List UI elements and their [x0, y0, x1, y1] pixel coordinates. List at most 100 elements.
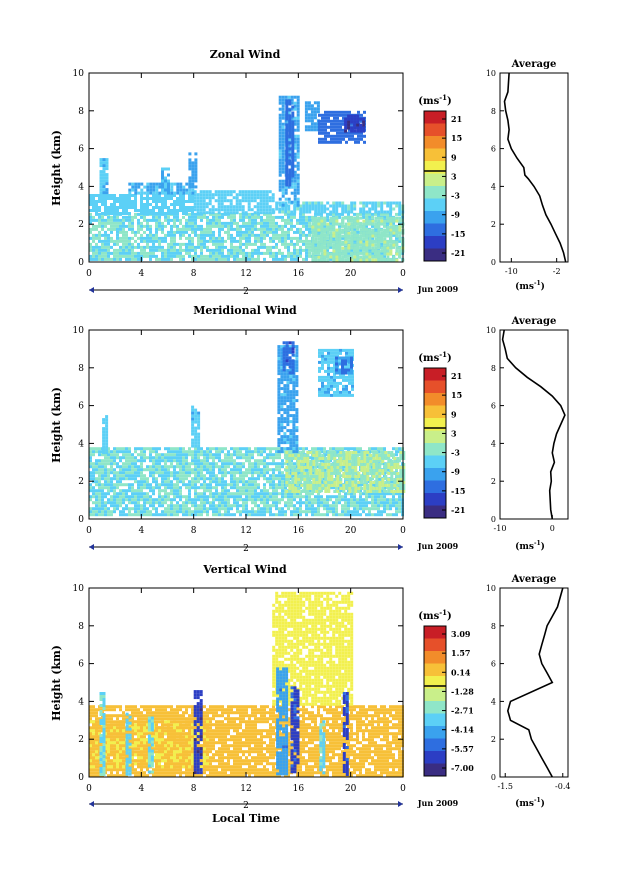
heat-cell	[290, 215, 293, 219]
heat-cell	[116, 200, 119, 203]
heat-cell	[215, 447, 218, 451]
heat-cell	[182, 191, 186, 195]
heat-cell	[203, 230, 206, 234]
heat-cell	[89, 498, 92, 502]
heat-cell	[281, 498, 284, 502]
heat-cell	[278, 182, 282, 186]
heat-cell	[215, 465, 218, 469]
heat-cell	[327, 113, 330, 117]
heat-cell	[99, 191, 103, 195]
heat-cell	[107, 206, 110, 209]
heat-cell	[140, 224, 143, 228]
heat-cell	[101, 227, 104, 231]
heat-cell	[125, 257, 128, 261]
heat-cell	[314, 240, 318, 244]
heat-cell	[104, 495, 107, 499]
heat-cell	[119, 468, 122, 472]
heat-cell	[278, 474, 281, 478]
heat-cell	[299, 513, 302, 517]
heat-cell	[131, 194, 134, 197]
heat-cell	[374, 210, 378, 214]
heat-cell	[398, 228, 402, 232]
heat-cell	[344, 120, 348, 124]
heat-cell	[290, 510, 293, 514]
heat-cell	[95, 257, 98, 261]
heat-cell	[278, 224, 281, 228]
heat-cell	[134, 203, 137, 206]
heat-cell	[256, 202, 260, 206]
heat-cell	[254, 218, 257, 222]
heat-cell	[278, 510, 281, 514]
heat-cell	[359, 495, 362, 499]
heat-cell	[363, 140, 366, 144]
heat-cell	[336, 116, 339, 120]
heat-cell	[101, 215, 104, 219]
heat-cell	[98, 459, 101, 463]
heat-cell	[89, 221, 92, 225]
heat-cell	[131, 227, 134, 231]
heat-cell	[233, 498, 236, 502]
heat-cell	[263, 242, 266, 246]
heat-cell	[285, 165, 289, 169]
heat-cell	[308, 477, 311, 481]
heat-cell	[341, 240, 345, 244]
heat-cell	[200, 477, 203, 481]
heat-cell	[311, 471, 314, 475]
heat-cell	[263, 492, 266, 496]
heat-cell	[179, 450, 182, 454]
heat-cell	[281, 164, 285, 168]
heat-cell	[227, 498, 230, 502]
heat-cell	[113, 495, 116, 499]
heat-cell	[380, 246, 384, 250]
avg-x-tick-label: -10	[505, 267, 518, 276]
heat-cell	[374, 501, 377, 505]
heat-cell	[200, 459, 203, 463]
heat-cell	[330, 134, 333, 138]
heat-cell	[251, 507, 254, 511]
heat-cell	[194, 170, 198, 174]
heat-cell	[185, 245, 188, 249]
heat-cell	[167, 182, 170, 186]
heat-cell	[218, 447, 221, 451]
heat-cell	[287, 251, 290, 255]
heat-cell	[242, 221, 245, 225]
heat-cell	[197, 462, 200, 466]
heat-cell	[236, 510, 239, 514]
heat-cell	[101, 200, 104, 203]
heat-cell	[155, 486, 158, 490]
heat-cell	[383, 210, 387, 214]
heat-cell	[308, 218, 311, 222]
heat-cell	[119, 474, 122, 478]
heat-cell	[101, 453, 104, 457]
heat-cell	[128, 465, 131, 469]
heat-cell	[281, 167, 285, 171]
heat-cell	[182, 456, 185, 460]
heat-cell	[320, 504, 323, 508]
heat-cell	[256, 190, 260, 194]
heat-cell	[176, 486, 179, 490]
heat-cell	[98, 194, 101, 197]
heat-cell	[224, 462, 227, 466]
heat-cell	[338, 215, 341, 219]
heat-cell	[239, 468, 242, 472]
heat-cell	[263, 257, 266, 261]
heat-cell	[371, 249, 375, 253]
heat-cell	[206, 465, 209, 469]
heat-cell	[122, 507, 125, 511]
heat-cell	[242, 465, 245, 469]
heat-cell	[206, 510, 209, 514]
heat-cell	[107, 489, 110, 493]
heat-cell	[227, 453, 230, 457]
heat-cell	[185, 498, 188, 502]
heat-cell	[371, 201, 375, 205]
heat-cell	[208, 190, 212, 194]
heat-cell	[395, 504, 398, 508]
heat-cell	[155, 206, 158, 209]
heat-cell	[304, 110, 308, 114]
heat-cell	[248, 227, 251, 231]
heat-cell	[383, 471, 386, 475]
heat-cell	[242, 212, 245, 216]
heat-cell	[290, 492, 293, 496]
heat-cell	[92, 465, 95, 469]
